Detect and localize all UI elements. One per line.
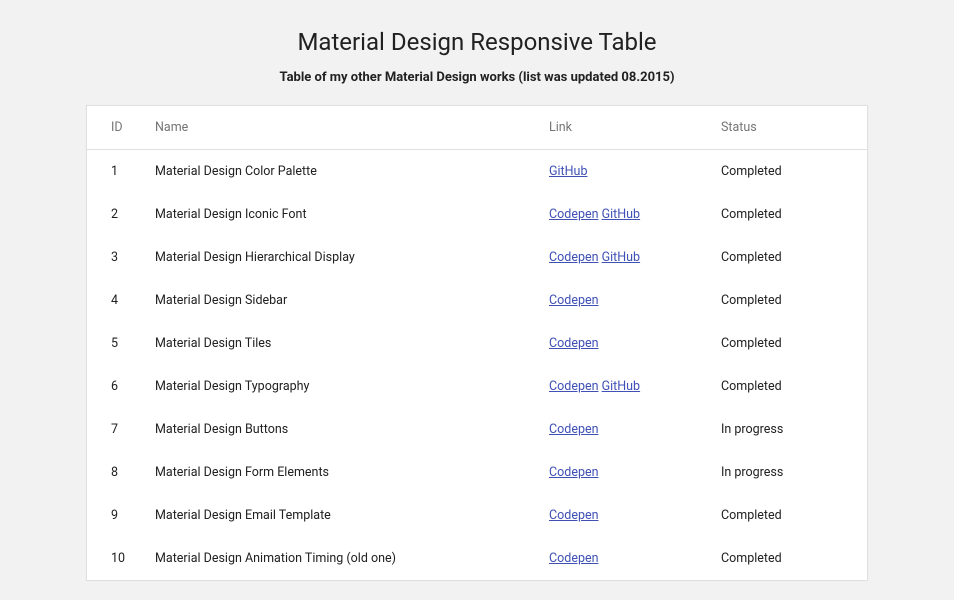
cell-id: 6 — [87, 365, 155, 408]
work-link[interactable]: Codepen — [549, 551, 599, 566]
cell-status: Completed — [721, 494, 867, 537]
table-row: 2Material Design Iconic FontCodepen GitH… — [87, 193, 867, 236]
cell-status: Completed — [721, 236, 867, 279]
table-card: ID Name Link Status 1Material Design Col… — [86, 105, 868, 581]
cell-name: Material Design Typography — [155, 365, 549, 408]
cell-links: Codepen — [549, 322, 721, 365]
cell-name: Material Design Tiles — [155, 322, 549, 365]
table-row: 9Material Design Email TemplateCodepen Co… — [87, 494, 867, 537]
cell-links: Codepen — [549, 279, 721, 322]
cell-status: Completed — [721, 537, 867, 580]
cell-id: 10 — [87, 537, 155, 580]
work-link[interactable]: GitHub — [602, 250, 640, 265]
works-table: ID Name Link Status 1Material Design Col… — [87, 106, 867, 580]
cell-name: Material Design Animation Timing (old on… — [155, 537, 549, 580]
cell-id: 8 — [87, 451, 155, 494]
cell-status: In progress — [721, 408, 867, 451]
work-link[interactable]: Codepen — [549, 508, 599, 523]
cell-links: Codepen — [549, 408, 721, 451]
work-link[interactable]: GitHub — [602, 379, 640, 394]
cell-links: Codepen GitHub — [549, 193, 721, 236]
cell-links: Codepen GitHub — [549, 236, 721, 279]
col-header-status: Status — [721, 106, 867, 150]
cell-name: Material Design Color Palette — [155, 150, 549, 194]
table-row: 1Material Design Color PaletteGitHub Comp… — [87, 150, 867, 194]
table-row: 6Material Design TypographyCodepen GitHu… — [87, 365, 867, 408]
cell-links: GitHub — [549, 150, 721, 194]
cell-status: Completed — [721, 279, 867, 322]
page-container: Material Design Responsive Table Table o… — [0, 0, 954, 581]
work-link[interactable]: Codepen — [549, 422, 599, 437]
work-link[interactable]: Codepen — [549, 293, 599, 308]
cell-name: Material Design Iconic Font — [155, 193, 549, 236]
page-subtitle: Table of my other Material Design works … — [0, 70, 954, 85]
work-link[interactable]: Codepen — [549, 250, 599, 265]
work-link[interactable]: GitHub — [549, 164, 587, 179]
col-header-name: Name — [155, 106, 549, 150]
cell-links: Codepen GitHub — [549, 365, 721, 408]
cell-id: 1 — [87, 150, 155, 194]
table-header-row: ID Name Link Status — [87, 106, 867, 150]
work-link[interactable]: Codepen — [549, 336, 599, 351]
cell-status: In progress — [721, 451, 867, 494]
work-link[interactable]: GitHub — [602, 207, 640, 222]
cell-name: Material Design Form Elements — [155, 451, 549, 494]
cell-status: Completed — [721, 365, 867, 408]
work-link[interactable]: Codepen — [549, 379, 599, 394]
table-row: 8Material Design Form ElementsCodepen In … — [87, 451, 867, 494]
cell-name: Material Design Buttons — [155, 408, 549, 451]
cell-status: Completed — [721, 150, 867, 194]
cell-links: Codepen — [549, 451, 721, 494]
table-row: 10Material Design Animation Timing (old … — [87, 537, 867, 580]
work-link[interactable]: Codepen — [549, 207, 599, 222]
page-title: Material Design Responsive Table — [0, 28, 954, 56]
table-body: 1Material Design Color PaletteGitHubComp… — [87, 150, 867, 581]
cell-name: Material Design Sidebar — [155, 279, 549, 322]
cell-id: 2 — [87, 193, 155, 236]
table-row: 3Material Design Hierarchical DisplayCod… — [87, 236, 867, 279]
cell-id: 9 — [87, 494, 155, 537]
table-row: 7Material Design ButtonsCodepen In progre… — [87, 408, 867, 451]
table-row: 4Material Design SidebarCodepen Completed — [87, 279, 867, 322]
cell-status: Completed — [721, 193, 867, 236]
cell-id: 4 — [87, 279, 155, 322]
cell-name: Material Design Hierarchical Display — [155, 236, 549, 279]
cell-id: 7 — [87, 408, 155, 451]
cell-id: 5 — [87, 322, 155, 365]
work-link[interactable]: Codepen — [549, 465, 599, 480]
cell-name: Material Design Email Template — [155, 494, 549, 537]
cell-links: Codepen — [549, 537, 721, 580]
col-header-link: Link — [549, 106, 721, 150]
table-row: 5Material Design TilesCodepen Completed — [87, 322, 867, 365]
col-header-id: ID — [87, 106, 155, 150]
cell-status: Completed — [721, 322, 867, 365]
cell-id: 3 — [87, 236, 155, 279]
cell-links: Codepen — [549, 494, 721, 537]
